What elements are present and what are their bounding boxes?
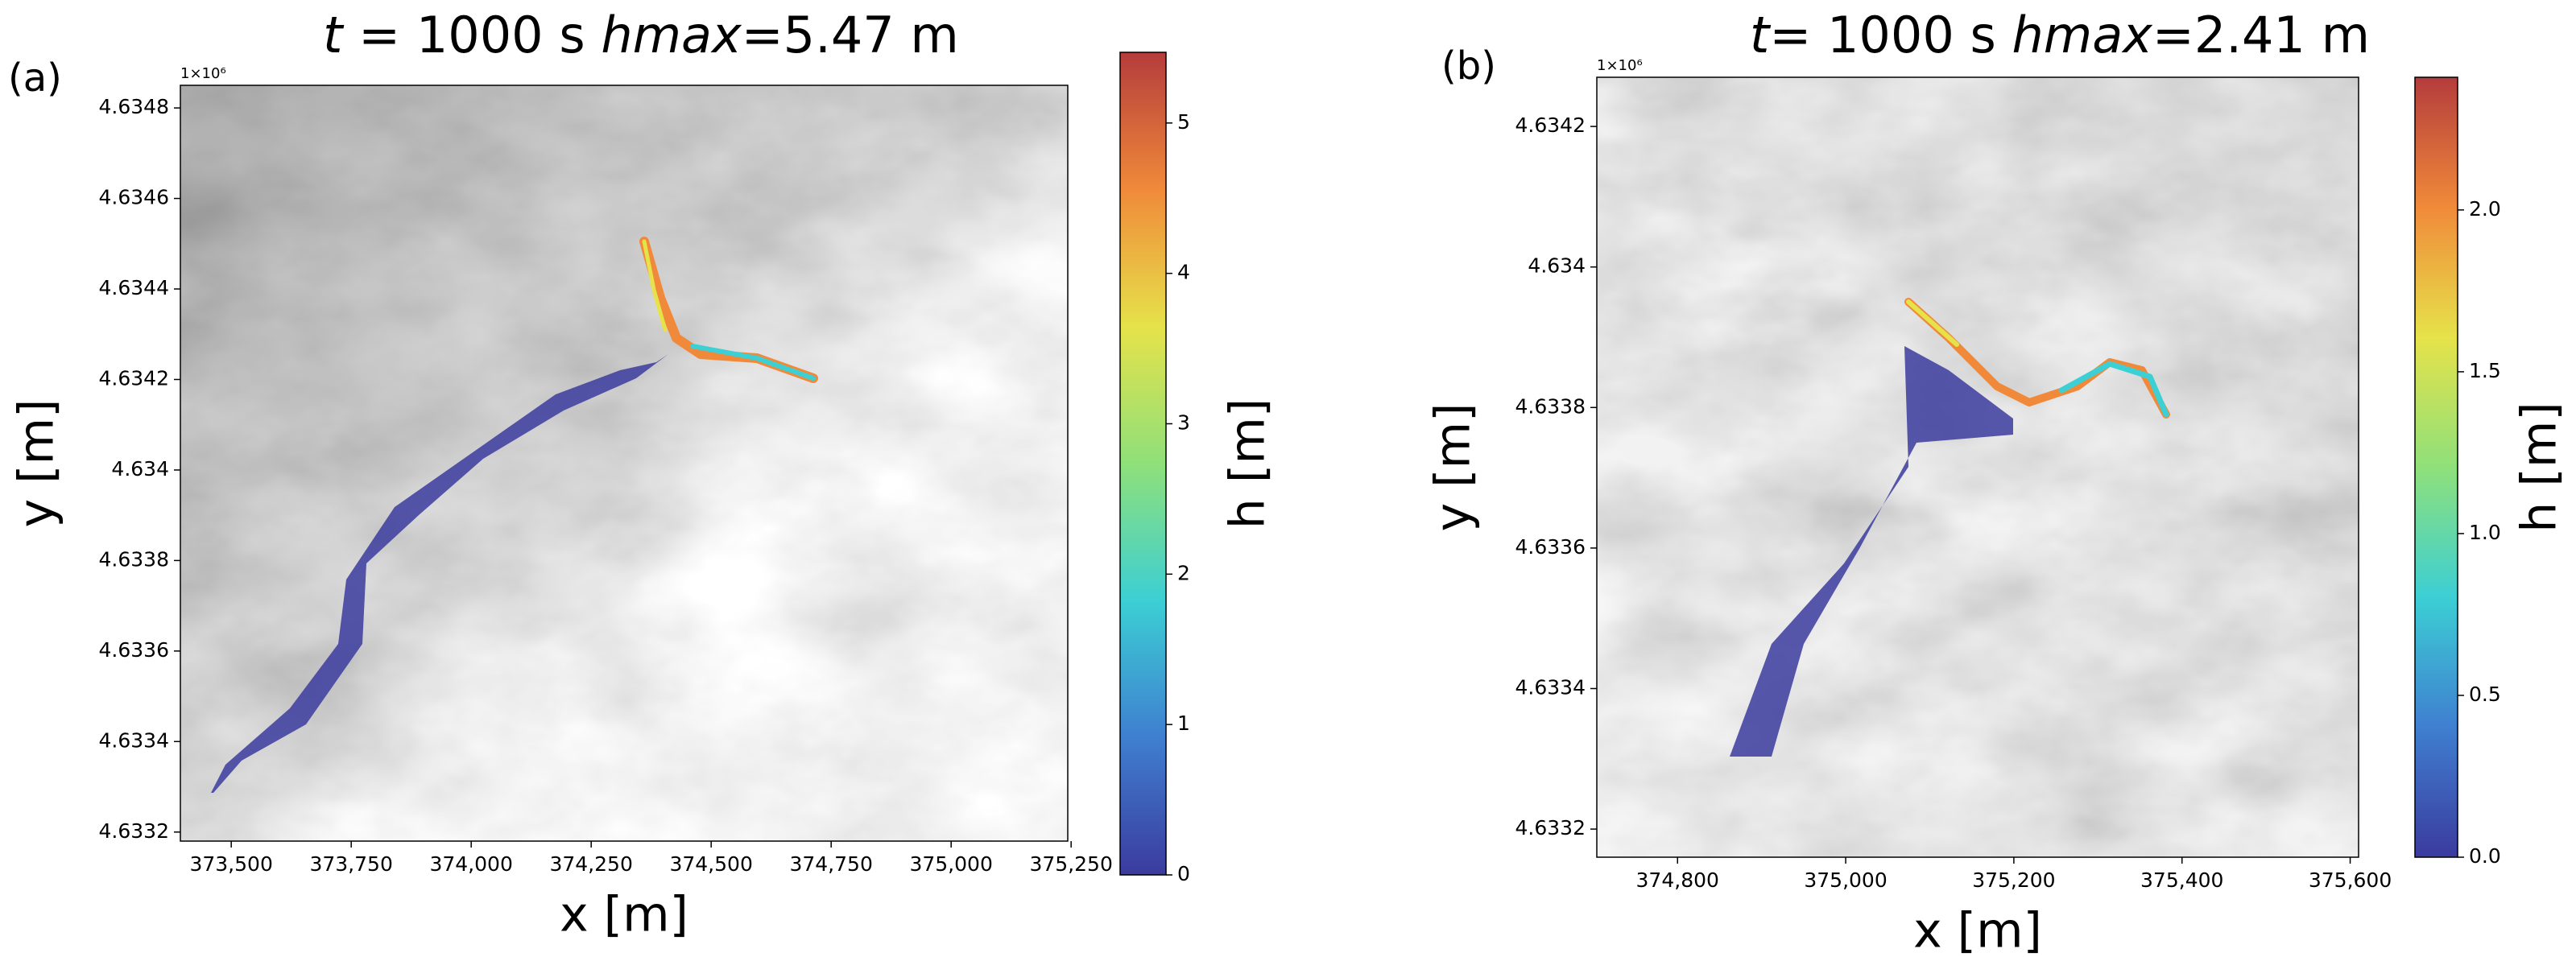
title-part: =5.47 m (742, 6, 959, 64)
x-axis-label: x [m] (560, 887, 688, 943)
colorbar-label: h [m] (1220, 398, 1276, 529)
colorbar-tick-label: 3 (1177, 410, 1190, 434)
title-part: hmax (2012, 6, 2154, 64)
colorbar-tick-label: 0.5 (2469, 683, 2501, 706)
x-axis-label: x [m] (1913, 903, 2042, 957)
y-tick-label: 4.6332 (1515, 816, 1586, 839)
plot-frame (1596, 76, 2359, 858)
y-tick-label: 4.6342 (1515, 113, 1586, 137)
title-part: =2.41 m (2152, 6, 2370, 64)
x-tick-label: 374,750 (789, 852, 872, 876)
x-tick-label: 374,000 (429, 852, 512, 876)
y-tick-label: 4.6344 (99, 276, 169, 299)
x-tick-label: 375,000 (1804, 868, 1887, 892)
y-tick-label: 4.6348 (99, 95, 169, 118)
y-tick-label: 4.634 (1528, 254, 1586, 278)
x-tick-label: 374,800 (1636, 868, 1719, 892)
y-tick-label: 4.6342 (99, 366, 169, 390)
colorbar-tick-label: 0 (1177, 862, 1190, 885)
colorbar (1119, 52, 1167, 876)
offset-text: 1×10⁶ (1597, 57, 1643, 74)
x-tick-label: 373,500 (189, 852, 272, 876)
x-tick-label: 375,400 (2140, 868, 2223, 892)
plot-frame (180, 85, 1069, 842)
colorbar-tick-label: 2.0 (2469, 197, 2501, 221)
y-tick-label: 4.6338 (1515, 394, 1586, 418)
title-part: = 1000 s (1769, 6, 2012, 64)
y-tick-label: 4.6338 (99, 547, 169, 571)
offset-text: 1×10⁶ (180, 65, 226, 82)
title-part: = 1000 s (342, 6, 601, 64)
x-tick-label: 374,500 (669, 852, 752, 876)
title-part: hmax (601, 6, 742, 64)
y-tick-label: 4.6336 (1515, 535, 1586, 559)
colorbar-tick-label: 1 (1177, 712, 1190, 735)
flow-overlay (211, 237, 2170, 793)
y-tick-label: 4.6336 (99, 638, 169, 662)
x-tick-label: 374,250 (549, 852, 632, 876)
y-axis-label: y [m] (1425, 403, 1482, 532)
y-tick-label: 4.6334 (1515, 675, 1586, 699)
x-tick-label: 375,000 (909, 852, 992, 876)
colorbar-tick-label: 1.5 (2469, 359, 2501, 382)
colorbar-tick-label: 4 (1177, 261, 1190, 284)
panel-label: (b) (1441, 43, 1496, 89)
y-tick-label: 4.6346 (99, 186, 169, 209)
colorbar-tick-label: 5 (1177, 110, 1190, 134)
chart-title: t = 1000 s hmax=5.47 m (323, 6, 959, 64)
colorbar (2414, 76, 2458, 858)
panel-label: (a) (8, 56, 62, 101)
y-axis-label: y [m] (9, 399, 65, 528)
colorbar-tick-label: 2 (1177, 561, 1190, 584)
hillshade (180, 77, 2359, 857)
y-tick-label: 4.6332 (99, 819, 169, 843)
x-tick-label: 375,200 (1972, 868, 2055, 892)
colorbar-label: h [m] (2512, 402, 2568, 532)
y-tick-label: 4.634 (111, 457, 169, 481)
x-tick-label: 375,600 (2309, 868, 2392, 892)
title-part: t (1750, 6, 1772, 64)
title-part: t (323, 6, 345, 64)
colorbar-tick-label: 1.0 (2469, 521, 2501, 544)
y-tick-label: 4.6334 (99, 728, 169, 752)
x-tick-label: 375,250 (1029, 852, 1112, 876)
chart-title: t= 1000 s hmax=2.41 m (1750, 6, 2370, 64)
x-tick-label: 373,750 (309, 852, 392, 876)
colorbar-tick-label: 0.0 (2469, 844, 2501, 868)
